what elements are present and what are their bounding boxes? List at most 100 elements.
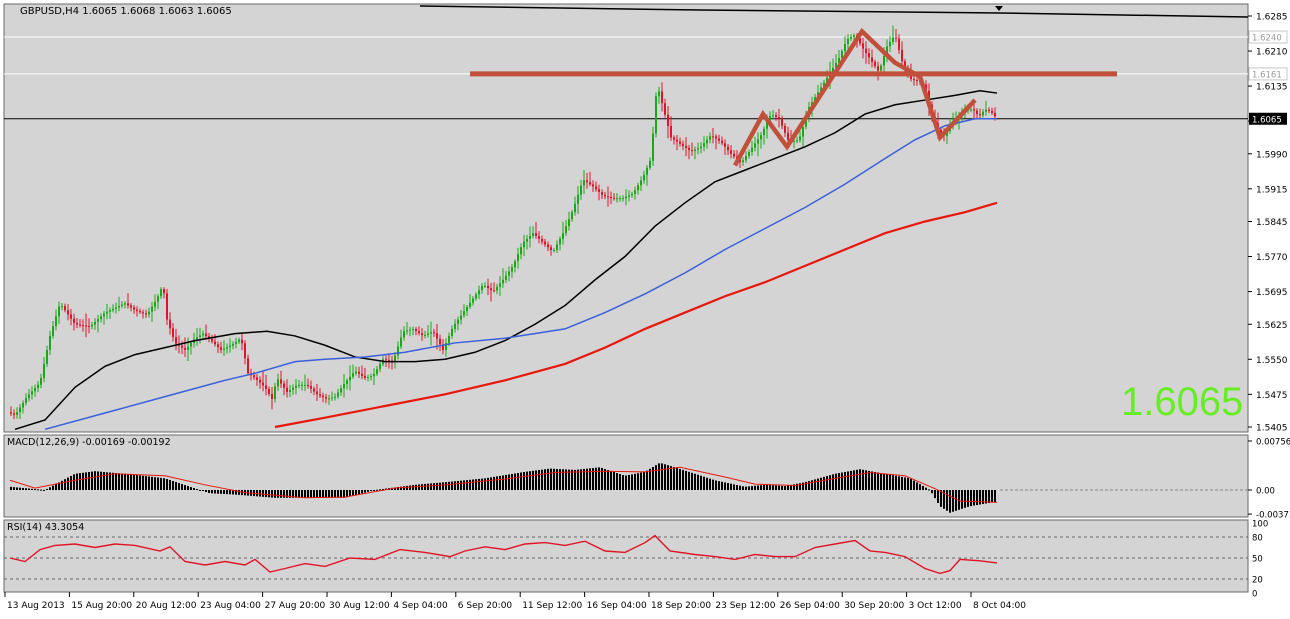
macd-bar — [571, 469, 573, 490]
time-tick-label: 16 Sep 04:00 — [587, 601, 647, 611]
macd-bar — [934, 490, 936, 499]
candle-body — [274, 386, 276, 399]
candle-body — [730, 150, 732, 154]
candle-body — [214, 341, 216, 345]
macd-bar — [661, 463, 663, 490]
candle-body — [115, 307, 117, 309]
price-axis: 1.62851.62101.61351.60601.59901.59151.58… — [1248, 13, 1288, 434]
macd-bar — [961, 490, 963, 509]
candle-body — [235, 341, 237, 344]
candle-body — [865, 48, 867, 54]
macd-bar — [952, 490, 954, 512]
candle-body — [412, 328, 414, 330]
moving-average-blue — [44, 118, 997, 431]
macd-bar — [271, 490, 273, 498]
macd-bar — [370, 490, 372, 492]
macd-bar — [430, 483, 432, 490]
candle-body — [463, 311, 465, 316]
candle-body — [529, 235, 531, 239]
price-tick-label: 1.5990 — [1256, 150, 1288, 160]
macd-bar — [700, 475, 702, 490]
macd-bar — [142, 475, 144, 490]
candle-body — [397, 346, 399, 356]
candle-body — [211, 338, 213, 342]
candle-body — [79, 324, 81, 326]
macd-bar — [145, 476, 147, 490]
macd-bar — [283, 490, 285, 498]
macd-bar — [202, 490, 204, 491]
candle-body — [241, 339, 243, 344]
candle-body — [124, 303, 126, 305]
macd-bar — [667, 465, 669, 490]
macd-bar — [787, 485, 789, 490]
macd-bar — [877, 472, 879, 490]
macd-bar — [619, 474, 621, 490]
candle-body — [142, 312, 144, 314]
macd-bar — [517, 472, 519, 490]
macd-bar — [94, 471, 96, 490]
macd-bar — [685, 470, 687, 490]
macd-bar — [790, 484, 792, 490]
candle-body — [22, 402, 24, 408]
macd-bar — [319, 490, 321, 498]
macd-bar — [802, 482, 804, 490]
macd-bar — [493, 476, 495, 490]
macd-bar — [349, 490, 351, 497]
macd-bar — [118, 473, 120, 490]
candle-body — [253, 375, 255, 378]
macd-bar — [994, 490, 996, 503]
macd-bar — [772, 485, 774, 490]
macd-bar — [25, 488, 27, 490]
time-tick-label: 8 Oct 04:00 — [973, 601, 1026, 611]
macd-bar — [178, 483, 180, 490]
candle-body — [433, 332, 435, 334]
candle-body — [370, 376, 372, 378]
macd-bar — [268, 490, 270, 498]
candle-body — [460, 315, 462, 320]
time-tick-label: 23 Sep 12:00 — [715, 601, 775, 611]
candle-body — [679, 141, 681, 144]
candle-body — [874, 61, 876, 67]
macd-bar — [184, 485, 186, 490]
price-tick-label: 1.5845 — [1256, 218, 1288, 228]
candle-body — [532, 233, 534, 236]
candle-body — [628, 195, 630, 197]
macd-bar — [751, 486, 753, 490]
macd-bar — [922, 485, 924, 490]
candle-body — [262, 382, 264, 386]
candle-body — [103, 313, 105, 317]
candle-body — [904, 61, 906, 69]
candle-body — [499, 283, 501, 287]
candle-body — [289, 389, 291, 392]
macd-bar — [64, 479, 66, 490]
macd-bar — [148, 476, 150, 490]
macd-bar — [166, 479, 168, 490]
candle-body — [259, 379, 261, 383]
macd-bar — [355, 490, 357, 495]
candle-body — [457, 319, 459, 324]
macd-bar — [823, 476, 825, 490]
candle-body — [820, 87, 822, 93]
candle-body — [403, 331, 405, 338]
macd-bar — [499, 475, 501, 490]
candle-body — [595, 186, 597, 190]
macd-bar — [406, 485, 408, 490]
macd-bar — [640, 472, 642, 490]
candle-body — [703, 143, 705, 147]
candle-body — [715, 136, 717, 139]
candle-body — [199, 335, 201, 338]
macd-bar — [169, 480, 171, 490]
macd-bar — [97, 471, 99, 490]
macd-bar — [28, 488, 30, 490]
candle-body — [277, 379, 279, 387]
macd-bar — [520, 472, 522, 490]
time-tick-label: 30 Aug 12:00 — [329, 601, 390, 611]
price-tick-label: 1.5550 — [1256, 356, 1288, 366]
macd-bar — [703, 476, 705, 490]
macd-bar — [325, 490, 327, 498]
macd-bar — [967, 490, 969, 507]
candle-body — [643, 174, 645, 181]
macd-bar — [484, 478, 486, 490]
macd-bar — [826, 476, 828, 490]
